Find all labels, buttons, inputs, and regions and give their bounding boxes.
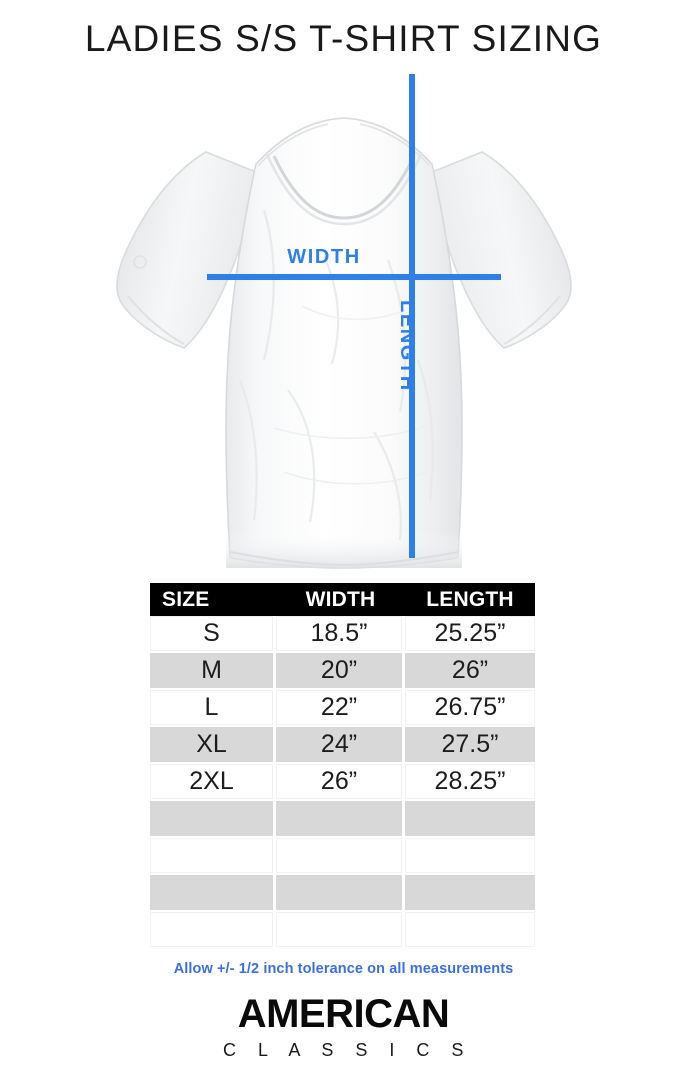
table-row (150, 912, 535, 949)
cell-size: M (150, 653, 276, 690)
cell-size (150, 801, 276, 838)
header-size: SIZE (150, 583, 276, 616)
cell-width: 18.5” (276, 616, 405, 653)
brand-tagline: C L A S S I C S (223, 1040, 472, 1060)
tolerance-note: Allow +/- 1/2 inch tolerance on all meas… (173, 961, 514, 977)
cell-width: 20” (276, 653, 405, 690)
cell-size (150, 875, 276, 912)
cell-size (150, 838, 276, 875)
cell-length: 26” (405, 653, 535, 690)
cell-size: L (150, 690, 276, 727)
cell-length: 26.75” (405, 690, 535, 727)
cell-length: 27.5” (405, 727, 535, 764)
cell-length (405, 912, 535, 949)
cell-width: 22” (276, 690, 405, 727)
size-chart-body: S 18.5” 25.25” M 20” 26” L 22” 26.75” XL… (150, 616, 535, 949)
cell-size: S (150, 616, 276, 653)
cell-size: XL (150, 727, 276, 764)
table-row (150, 801, 535, 838)
header-width: WIDTH (276, 583, 405, 616)
table-row: M 20” 26” (150, 653, 535, 690)
header-length: LENGTH (405, 583, 535, 616)
cell-width (276, 801, 405, 838)
cell-length (405, 875, 535, 912)
table-row: L 22” 26.75” (150, 690, 535, 727)
cell-width (276, 838, 405, 875)
cell-width: 24” (276, 727, 405, 764)
cell-size: 2XL (150, 764, 276, 801)
cell-width (276, 912, 405, 949)
table-row: XL 24” 27.5” (150, 727, 535, 764)
cell-length: 25.25” (405, 616, 535, 653)
cell-length: 28.25” (405, 764, 535, 801)
cell-length (405, 801, 535, 838)
table-row: S 18.5” 25.25” (150, 616, 535, 653)
cell-size (150, 912, 276, 949)
table-row (150, 838, 535, 875)
tshirt-illustration (88, 60, 600, 570)
cell-width: 26” (276, 764, 405, 801)
table-row: 2XL 26” 28.25” (150, 764, 535, 801)
brand-logo: AMERICAN C L A S S I C S (0, 994, 687, 1059)
size-chart-table: SIZE WIDTH LENGTH S 18.5” 25.25” M 20” 2… (150, 583, 535, 949)
table-row (150, 875, 535, 912)
brand-name: AMERICAN (237, 992, 450, 1036)
cell-width (276, 875, 405, 912)
table-header-row: SIZE WIDTH LENGTH (150, 583, 535, 616)
cell-length (405, 838, 535, 875)
page-title: LADIES S/S T-SHIRT SIZING (84, 18, 603, 59)
